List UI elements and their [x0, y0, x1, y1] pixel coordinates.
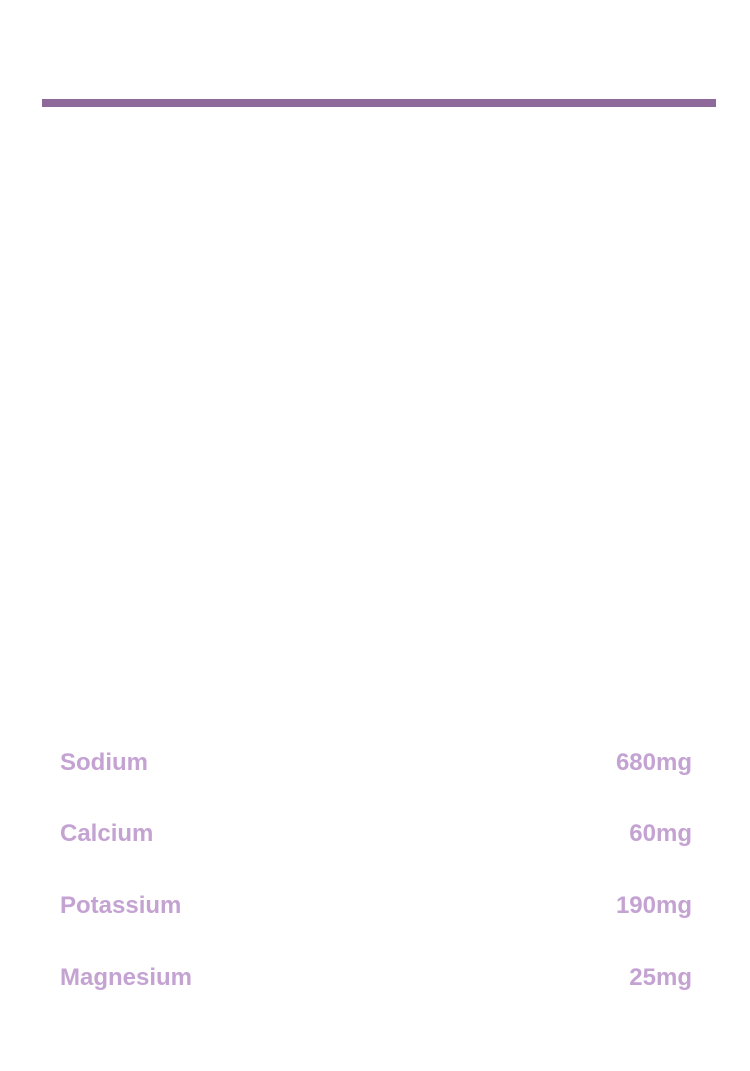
nutrient-value: 190mg — [615, 892, 692, 919]
nutrient-row-potassium: Potassium 190mg — [60, 891, 692, 921]
nutrient-value: 25mg — [629, 964, 692, 991]
nutrient-label: Sodium — [60, 749, 148, 776]
nutrient-value: 680mg — [615, 749, 692, 776]
nutrient-value: 60mg — [629, 820, 692, 847]
header-divider-bar — [42, 99, 716, 107]
nutrient-label: Magnesium — [60, 964, 193, 991]
nutrient-label: Potassium — [60, 892, 182, 919]
nutrient-row-magnesium: Magnesium 25mg — [60, 963, 692, 993]
nutrient-row-calcium: Calcium 60mg — [60, 819, 692, 849]
nutrient-label: Calcium — [60, 820, 154, 847]
nutrient-row-sodium: Sodium 680mg — [60, 748, 692, 778]
